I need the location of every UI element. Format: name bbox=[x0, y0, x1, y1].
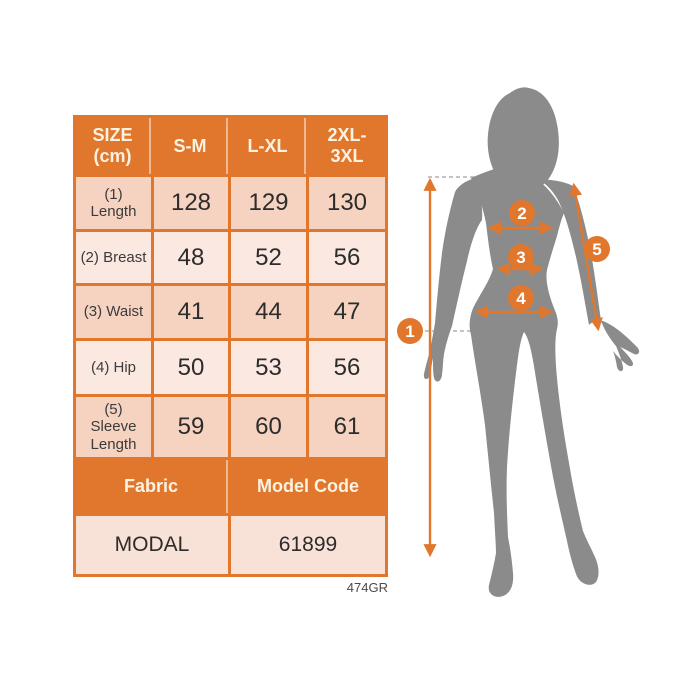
measurement-markers: 1 2 3 4 5 bbox=[397, 200, 610, 344]
value-hip-sm: 50 bbox=[154, 341, 228, 394]
marker-number-4: 4 bbox=[516, 289, 526, 308]
value-length-sm: 128 bbox=[154, 177, 228, 229]
value-fabric: MODAL bbox=[76, 516, 228, 574]
silhouette-diagram: 1 2 3 4 5 bbox=[397, 87, 640, 597]
marker-circle-2 bbox=[509, 200, 535, 226]
value-length-lxl: 129 bbox=[231, 177, 306, 229]
marker-circle-3 bbox=[508, 244, 534, 270]
marker-number-2: 2 bbox=[517, 204, 526, 223]
row-label-length: (1) Length bbox=[76, 177, 151, 229]
value-waist-2xl3xl: 47 bbox=[309, 286, 385, 338]
value-sleeve-sm: 59 bbox=[154, 397, 228, 457]
header-model-code: Model Code bbox=[231, 460, 385, 513]
value-hip-lxl: 53 bbox=[231, 341, 306, 394]
style-code-note: 474GR bbox=[346, 580, 388, 595]
row-label-sleeve-length: (5) Sleeve Length bbox=[76, 397, 151, 457]
value-model-code: 61899 bbox=[231, 516, 385, 574]
silhouette-left-arm bbox=[423, 178, 483, 382]
row-label-breast: (2) Breast bbox=[76, 232, 151, 283]
body-measurement-figure: 1 2 3 4 5 bbox=[395, 75, 690, 610]
value-breast-2xl3xl: 56 bbox=[309, 232, 385, 283]
value-sleeve-lxl: 60 bbox=[231, 397, 306, 457]
marker-number-1: 1 bbox=[405, 322, 414, 341]
header-fabric: Fabric bbox=[76, 460, 228, 513]
value-breast-lxl: 52 bbox=[231, 232, 306, 283]
measurement-arrows bbox=[423, 177, 603, 558]
header-s-m: S-M bbox=[154, 118, 228, 174]
row-label-hip: (4) Hip bbox=[76, 341, 151, 394]
marker-number-5: 5 bbox=[592, 240, 601, 259]
value-length-2xl3xl: 130 bbox=[309, 177, 385, 229]
header-l-xl: L-XL bbox=[231, 118, 306, 174]
row-label-waist: (3) Waist bbox=[76, 286, 151, 338]
marker-number-3: 3 bbox=[516, 248, 525, 267]
value-hip-2xl3xl: 56 bbox=[309, 341, 385, 394]
value-waist-sm: 41 bbox=[154, 286, 228, 338]
header-2xl-3xl: 2XL- 3XL bbox=[309, 118, 385, 174]
sleeve-arrow bbox=[569, 182, 603, 332]
value-waist-lxl: 44 bbox=[231, 286, 306, 338]
header-size-cm: SIZE (cm) bbox=[76, 118, 151, 174]
size-chart-table: SIZE (cm) S-M L-XL 2XL- 3XL (1) Length 1… bbox=[73, 115, 388, 577]
marker-circle-5 bbox=[584, 236, 610, 262]
marker-circle-1 bbox=[397, 318, 423, 344]
silhouette-head bbox=[487, 87, 559, 192]
marker-circle-4 bbox=[508, 285, 534, 311]
value-breast-sm: 48 bbox=[154, 232, 228, 283]
value-sleeve-2xl3xl: 61 bbox=[309, 397, 385, 457]
woman-silhouette bbox=[423, 87, 640, 597]
